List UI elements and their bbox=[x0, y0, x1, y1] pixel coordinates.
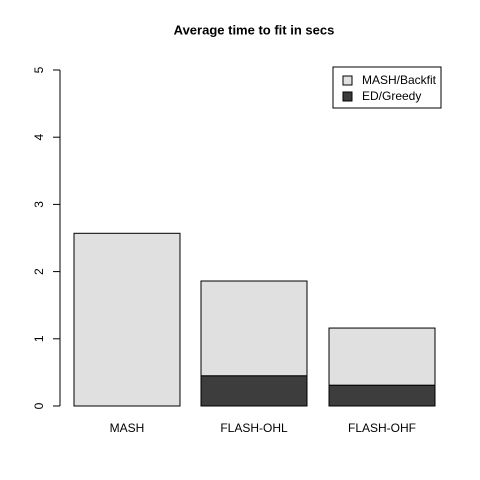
bar-segment bbox=[200, 375, 308, 407]
legend-label: ED/Greedy bbox=[362, 89, 421, 103]
bar-segment bbox=[328, 384, 436, 407]
y-tick-label: 1 bbox=[32, 335, 46, 342]
bar-segment bbox=[328, 327, 436, 386]
chart-title: Average time to fit in secs bbox=[174, 22, 335, 37]
y-tick-label: 5 bbox=[32, 66, 46, 73]
bar-segment bbox=[200, 280, 308, 377]
y-tick-label: 0 bbox=[32, 402, 46, 409]
legend-swatch bbox=[342, 75, 353, 86]
x-tick-label: FLASH-OHF bbox=[348, 421, 416, 435]
y-tick-label: 2 bbox=[32, 268, 46, 275]
bar-segment bbox=[73, 232, 181, 407]
legend-label: MASH/Backfit bbox=[362, 73, 437, 87]
x-tick-label: MASH bbox=[110, 421, 145, 435]
x-tick-label: FLASH-OHL bbox=[220, 421, 288, 435]
legend-box bbox=[332, 66, 442, 109]
y-tick-label: 3 bbox=[32, 201, 46, 208]
y-tick-label: 4 bbox=[32, 134, 46, 141]
legend-swatch bbox=[342, 91, 353, 102]
